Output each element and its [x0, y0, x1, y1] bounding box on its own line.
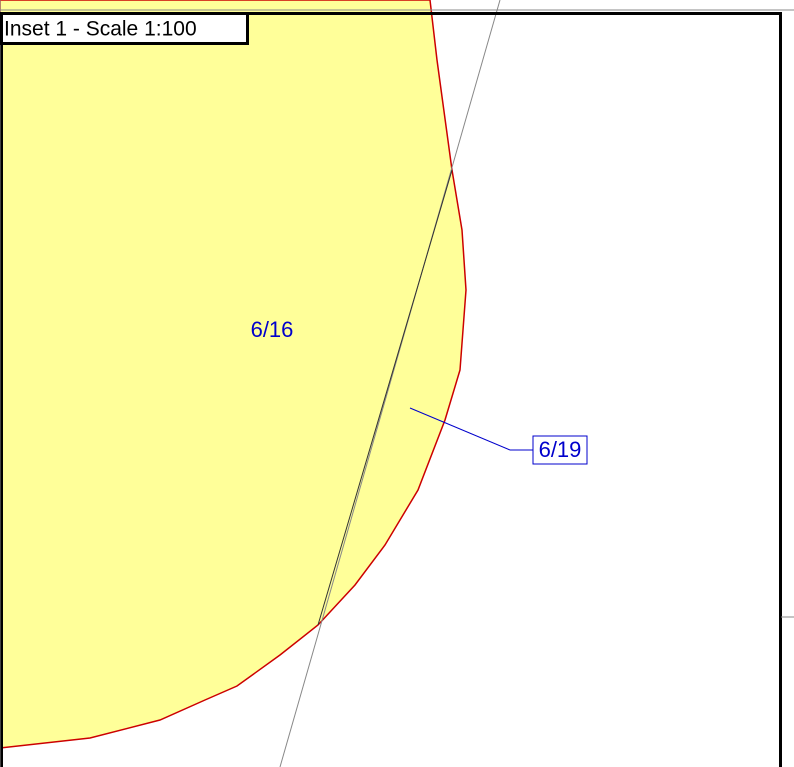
parcel-label: 6/16 [251, 317, 294, 342]
inset-frame [0, 12, 782, 767]
parcel-label: 6/19 [539, 437, 582, 462]
title-box [0, 12, 249, 45]
inset-title: Inset 1 - Scale 1:100 [4, 18, 197, 41]
boundary-line-dark [317, 169, 453, 626]
label-box [532, 435, 588, 465]
leader-line [409, 407, 511, 451]
boundary-line [279, 0, 501, 767]
